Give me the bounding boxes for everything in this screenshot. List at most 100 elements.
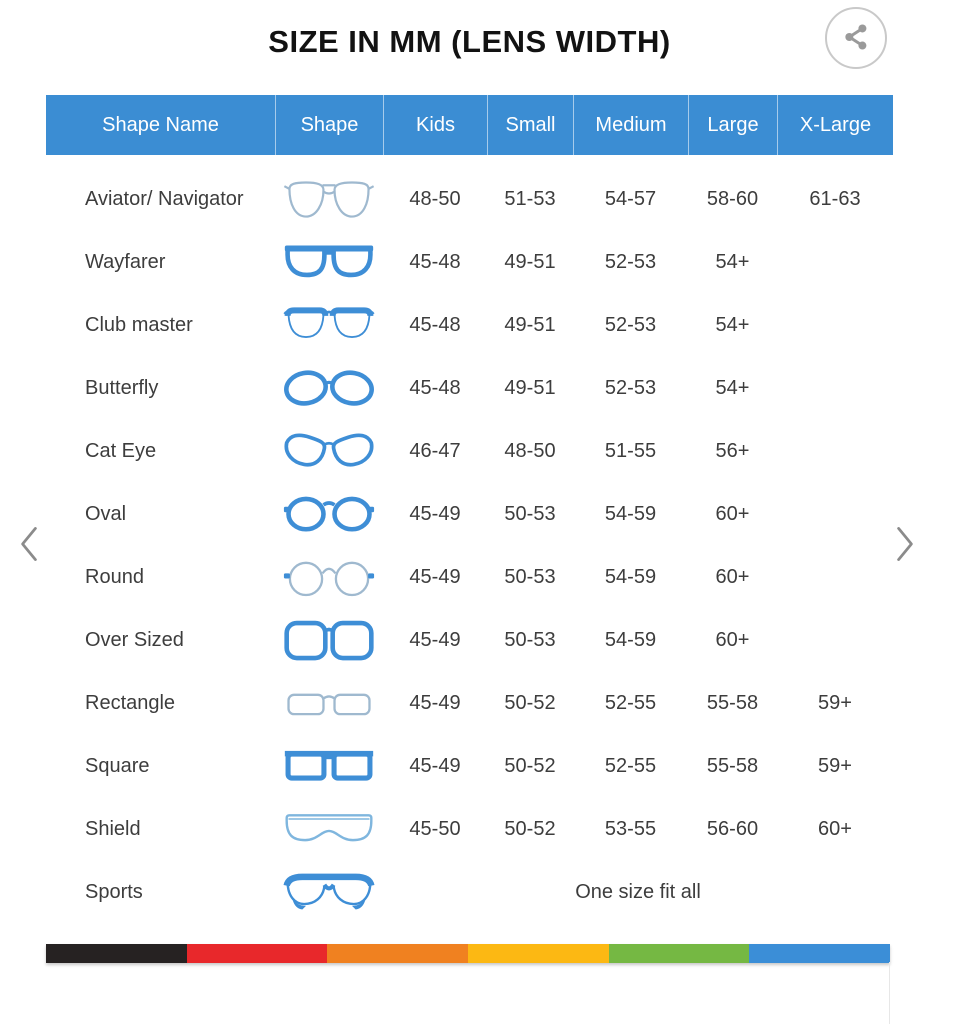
header-small: Small	[487, 95, 573, 155]
color-bar-segment	[608, 944, 750, 963]
size-large: 54+	[715, 377, 750, 399]
size-small: 50-53	[504, 503, 556, 525]
size-medium: 54-59	[604, 629, 657, 651]
shape-name-label: Butterfly	[85, 377, 159, 399]
sports-glasses-icon	[275, 870, 383, 916]
share-button[interactable]	[825, 7, 887, 69]
size-kids: 45-49	[409, 755, 461, 777]
size-medium: 52-53	[604, 251, 657, 273]
header-kids: Kids	[383, 95, 487, 155]
table-row: Sports One size fit all	[46, 861, 893, 924]
size-medium: 51-55	[604, 440, 657, 462]
size-medium: 52-53	[604, 314, 657, 336]
chevron-left-icon	[18, 524, 40, 567]
size-small: 48-50	[504, 440, 556, 462]
cateye-glasses-icon	[275, 429, 383, 475]
size-large: 58-60	[706, 188, 759, 210]
header-medium: Medium	[573, 95, 688, 155]
size-xlarge: 60+	[818, 818, 852, 840]
size-large: 54+	[715, 251, 750, 273]
table-row: Shield 45-50 50-52 53-55 56-60 60+	[46, 798, 893, 861]
color-bar-segment	[186, 944, 328, 963]
size-medium: 53-55	[604, 818, 657, 840]
wayfarer-glasses-icon	[275, 240, 383, 286]
shape-name-label: Aviator/ Navigator	[85, 188, 244, 210]
table-header-row: Shape Name Shape Kids Small Medium Large…	[46, 95, 893, 155]
size-small: 50-52	[504, 755, 556, 777]
share-icon	[840, 21, 872, 56]
shape-name-label: Wayfarer	[85, 251, 166, 273]
header-large: Large	[688, 95, 777, 155]
header-shape: Shape	[275, 95, 383, 155]
shield-glasses-icon	[275, 807, 383, 853]
size-large: 55-58	[706, 755, 759, 777]
shape-name-label: Rectangle	[85, 692, 176, 714]
oval-glasses-icon	[275, 492, 383, 538]
table-row: Butterfly 45-48 49-51 52-53 54+	[46, 357, 893, 420]
size-medium: 54-57	[604, 188, 657, 210]
shape-name-label: Club master	[85, 314, 193, 336]
table-row: Oval 45-49 50-53 54-59 60+	[46, 483, 893, 546]
carousel-prev-button[interactable]	[12, 520, 46, 570]
one-size-note: One size fit all	[575, 881, 701, 903]
color-bar-segment	[468, 944, 609, 963]
header-xlarge: X-Large	[777, 95, 893, 155]
butterfly-glasses-icon	[275, 366, 383, 412]
square-glasses-icon	[275, 744, 383, 790]
size-large: 55-58	[706, 692, 759, 714]
oversized-glasses-icon	[275, 618, 383, 664]
size-large: 54+	[715, 314, 750, 336]
size-kids: 45-50	[409, 818, 461, 840]
size-large: 56+	[715, 440, 750, 462]
size-table: Shape Name Shape Kids Small Medium Large…	[46, 95, 893, 924]
chevron-right-icon	[894, 524, 916, 567]
table-row: Cat Eye 46-47 48-50 51-55 56+	[46, 420, 893, 483]
size-large: 60+	[715, 566, 750, 588]
clubmaster-glasses-icon	[275, 303, 383, 349]
size-medium: 54-59	[604, 503, 657, 525]
round-glasses-icon	[275, 555, 383, 601]
table-body: Aviator/ Navigator 48-50 51-53 54-57 58-60 6…	[46, 155, 893, 924]
carousel-next-button[interactable]	[888, 520, 922, 570]
table-row: Rectangle 45-49 50-52 52-55 55-58 59+	[46, 672, 893, 735]
size-small: 50-52	[504, 818, 556, 840]
shape-name-label: Oval	[85, 503, 127, 525]
table-row: Aviator/ Navigator 48-50 51-53 54-57 58-60 6…	[46, 168, 893, 231]
shape-name-label: Shield	[85, 818, 141, 840]
shape-name-label: Cat Eye	[85, 440, 157, 462]
size-xlarge: 59+	[818, 692, 852, 714]
size-small: 51-53	[504, 188, 556, 210]
size-xlarge: 61-63	[809, 188, 861, 210]
rectangle-glasses-icon	[275, 681, 383, 727]
size-kids: 48-50	[409, 188, 461, 210]
size-small: 49-51	[504, 377, 556, 399]
size-small: 49-51	[504, 314, 556, 336]
size-xlarge: 59+	[818, 755, 852, 777]
size-large: 60+	[715, 503, 750, 525]
shape-name-label: Over Sized	[85, 629, 184, 651]
aviator-glasses-icon	[275, 177, 383, 223]
size-kids: 46-47	[409, 440, 461, 462]
size-kids: 45-49	[409, 503, 461, 525]
brand-color-bar	[46, 944, 891, 963]
size-medium: 52-55	[604, 692, 657, 714]
size-kids: 45-49	[409, 692, 461, 714]
size-medium: 54-59	[604, 566, 657, 588]
size-kids: 45-48	[409, 314, 461, 336]
header-shape-name: Shape Name	[102, 113, 219, 136]
size-kids: 45-48	[409, 251, 461, 273]
size-small: 49-51	[504, 251, 556, 273]
color-bar-segment	[46, 944, 187, 963]
table-row: Square 45-49 50-52 52-55 55-58 59+	[46, 735, 893, 798]
card-edge-divider	[889, 962, 890, 1024]
shape-name-label: Sports	[85, 881, 143, 903]
size-medium: 52-53	[604, 377, 657, 399]
size-kids: 45-49	[409, 566, 461, 588]
size-small: 50-53	[504, 566, 556, 588]
table-row: Club master 45-48 49-51 52-53 54+	[46, 294, 893, 357]
size-kids: 45-49	[409, 629, 461, 651]
size-large: 56-60	[706, 818, 759, 840]
size-kids: 45-48	[409, 377, 461, 399]
size-medium: 52-55	[604, 755, 657, 777]
